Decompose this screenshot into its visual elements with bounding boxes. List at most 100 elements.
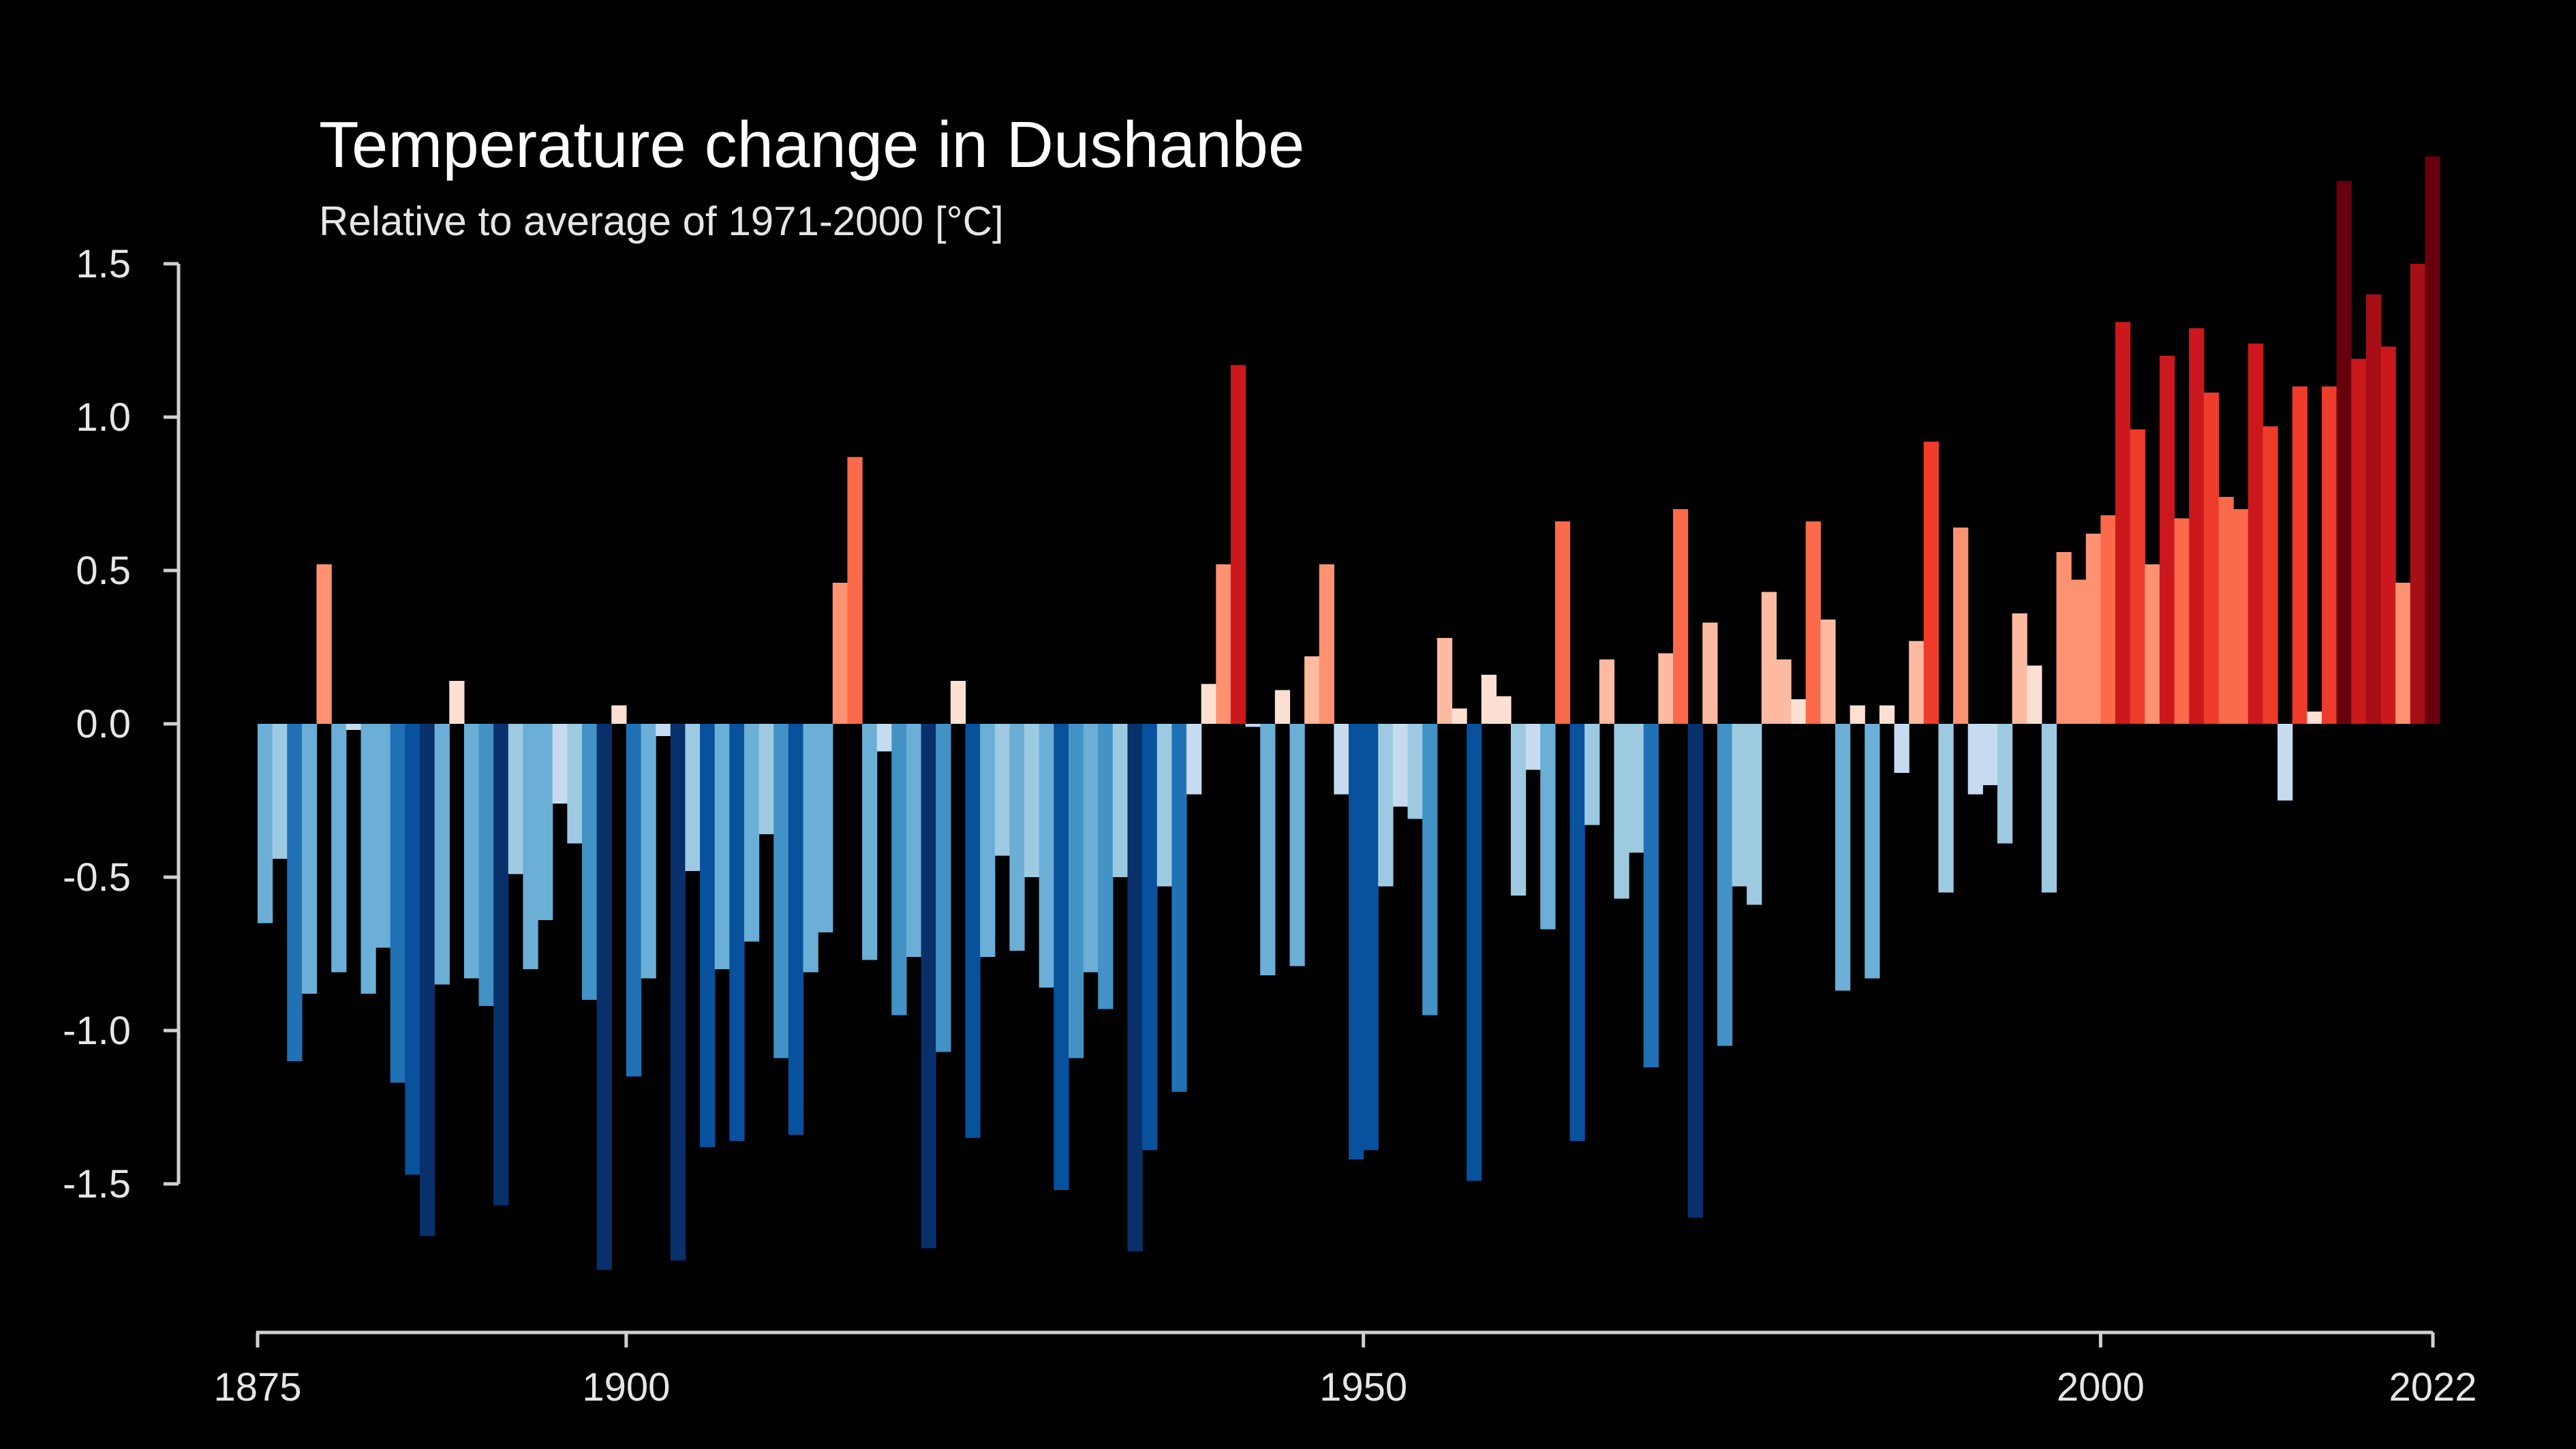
bar-2012 [2278,724,2293,801]
bar-series [258,156,2440,1270]
bar-1884 [390,724,405,1083]
bar-1993 [1997,724,2013,844]
bar-1938 [1186,724,1202,795]
bar-1982 [1835,724,1851,991]
bar-1956 [1452,708,1467,724]
y-tick-label: 1.0 [76,395,131,440]
bar-2000 [2100,515,2116,724]
bar-1980 [1805,521,1821,724]
bar-1984 [1865,724,1880,979]
bar-1929 [1054,724,1069,1190]
bar-1981 [1820,620,1836,724]
bar-1910 [773,724,789,1058]
bar-2010 [2248,344,2263,724]
bar-1926 [1009,724,1025,951]
bar-1976 [1747,724,1762,905]
bar-2022 [2425,156,2440,724]
bar-2007 [2203,393,2220,724]
bar-1936 [1156,724,1172,887]
bar-1958 [1481,675,1497,724]
bar-1940 [1216,564,1231,724]
bar-1915 [847,457,863,724]
y-tick-label: -1.0 [63,1009,131,1053]
y-tick-label: 1.5 [76,242,131,286]
bar-1888 [449,681,465,724]
bar-1897 [581,724,598,1000]
bar-2015 [2321,386,2337,724]
bar-1946 [1304,656,1320,724]
bar-1885 [405,724,420,1175]
bar-1995 [2027,665,2042,724]
x-tick-label: 1875 [213,1365,301,1409]
bar-1987 [1909,641,1925,724]
x-tick-label: 1900 [582,1365,670,1409]
bar-1931 [1083,724,1099,973]
bar-1965 [1584,724,1600,825]
bar-1900 [626,724,642,1077]
bar-1970 [1658,653,1674,724]
bar-1975 [1732,724,1747,887]
bar-1935 [1142,724,1158,1150]
bar-1906 [714,724,730,969]
bar-1913 [818,724,833,932]
bar-1950 [1363,724,1379,1150]
bar-2013 [2292,386,2307,724]
bar-1896 [567,724,583,844]
y-tick-label: 0.5 [76,549,131,593]
y-tick-label: -0.5 [63,855,131,900]
bar-1998 [2071,579,2087,724]
bar-1947 [1319,564,1334,724]
bar-1901 [641,724,656,979]
bar-2011 [2263,426,2278,724]
bar-1922 [950,681,966,724]
bar-1919 [906,724,922,957]
bar-1945 [1289,724,1305,966]
bar-2009 [2233,509,2249,724]
bar-1978 [1776,659,1792,724]
bar-1952 [1392,724,1409,807]
bar-1999 [2085,534,2101,724]
bar-2014 [2307,712,2322,724]
bar-1961 [1525,724,1541,770]
bar-1905 [700,724,716,1147]
bar-1962 [1540,724,1556,930]
bar-1989 [1938,724,1954,893]
bar-1887 [434,724,450,985]
bar-1918 [891,724,907,1016]
bar-1974 [1717,724,1733,1046]
bar-2020 [2395,583,2411,724]
bar-1942 [1245,724,1261,727]
bar-1985 [1879,705,1895,724]
bar-1997 [2056,552,2072,724]
bar-1944 [1274,690,1291,724]
bar-1933 [1112,724,1129,877]
bar-1994 [2012,613,2027,724]
bar-1928 [1039,724,1054,988]
bar-1920 [921,724,936,1249]
bar-1898 [596,724,612,1270]
bar-1883 [375,724,391,948]
bar-1914 [832,583,848,724]
bar-1990 [1953,528,1969,724]
x-tick-label: 1950 [1319,1365,1407,1409]
bar-1877 [287,724,303,1061]
bar-1937 [1171,724,1187,1092]
bar-2019 [2380,346,2396,724]
bar-2017 [2351,359,2367,724]
bar-2003 [2145,564,2160,724]
bar-1893 [523,724,538,969]
bar-2021 [2410,264,2425,724]
bar-1986 [1894,724,1910,773]
bar-1934 [1127,724,1143,1251]
x-tick-label: 2022 [2389,1365,2477,1409]
bar-1967 [1614,724,1629,899]
bar-1939 [1201,684,1216,724]
bar-1892 [508,724,524,874]
x-tick-label: 2000 [2057,1365,2145,1409]
bar-1907 [729,724,745,1141]
bar-1971 [1672,509,1689,724]
bar-1902 [656,724,671,736]
bar-1889 [463,724,480,979]
bar-1925 [994,724,1010,856]
bar-1917 [876,724,892,752]
